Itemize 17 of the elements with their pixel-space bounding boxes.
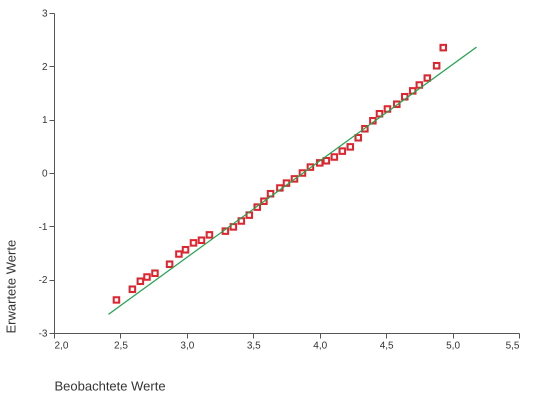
x-tick-label: 4,0 [313,340,328,352]
x-tick-label: 4,5 [380,340,394,352]
x-tick-label: 2,0 [54,340,69,352]
y-tick-label: 2 [42,62,48,73]
x-tick-label: 5,0 [446,340,460,352]
y-tick-label: -3 [38,328,48,340]
y-axis-title: Erwartete Werte [4,240,19,334]
x-tick-label: 3,5 [246,340,262,352]
x-tick-label: 2,5 [114,340,128,352]
x-tick-label: 5,5 [506,340,520,352]
x-axis-title: Beobachtete Werte [54,378,166,394]
y-tick-label: -2 [38,275,48,286]
y-tick-label: 0 [42,168,48,180]
y-tick-label: -1 [38,222,48,233]
y-tick-label: 3 [42,8,48,20]
y-tick-label: 1 [42,115,48,126]
x-tick-label: 3,0 [180,340,195,352]
